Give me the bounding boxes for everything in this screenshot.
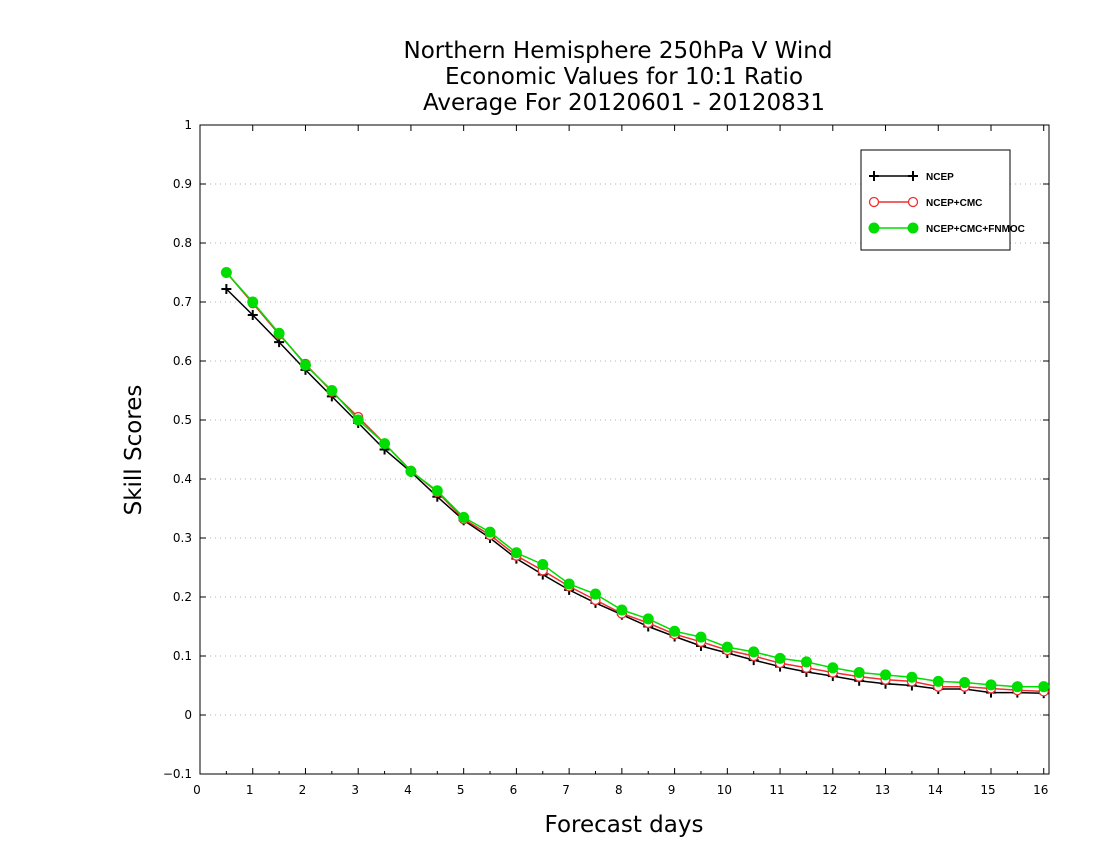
legend-box: [860, 149, 1011, 251]
data-point: [985, 679, 997, 691]
series-line: [225, 272, 1044, 693]
data-point: [800, 656, 812, 668]
data-point: [748, 646, 760, 658]
data-point: [379, 438, 391, 450]
series-line: [225, 288, 1044, 694]
x-tick-label: 14: [928, 783, 943, 797]
y-axis-label: Skill Scores: [121, 385, 147, 516]
legend-marker: [908, 171, 918, 181]
legend-marker: [907, 222, 919, 234]
data-point: [616, 604, 628, 616]
data-point: [959, 677, 971, 689]
y-tick-label: 0.9: [173, 177, 192, 191]
y-tick-label: −0.1: [163, 767, 192, 781]
legend: NCEP NCEP+CMC NCEP+CMC+FNMOC: [860, 149, 1025, 251]
y-tick-label: 0: [184, 708, 192, 722]
data-point: [273, 327, 285, 339]
series-line: [225, 272, 1044, 688]
data-point: [695, 631, 707, 643]
data-point: [299, 359, 311, 371]
data-point: [537, 559, 549, 571]
data-point: [220, 267, 232, 278]
y-tick-label: 0.7: [173, 295, 192, 309]
series-ncep-cmc-fnmoc: [220, 267, 1050, 693]
y-tick-label: 0.4: [173, 472, 192, 486]
x-tick-label: 11: [769, 783, 784, 797]
y-tick-label: 0.1: [173, 649, 192, 663]
series-ncep: [221, 284, 1049, 699]
x-tick-label: 12: [822, 783, 837, 797]
y-tick-label: 1: [184, 118, 192, 132]
x-tick-label: 2: [299, 783, 307, 797]
legend-item: NCEP+CMC+FNMOC: [868, 222, 1025, 235]
data-point: [484, 526, 496, 538]
y-tick-label: 0.6: [173, 354, 192, 368]
x-tick-label: 3: [351, 783, 359, 797]
data-point: [563, 578, 575, 590]
data-point: [458, 511, 470, 523]
data-point: [510, 547, 522, 559]
data-point: [431, 485, 443, 497]
data-point: [589, 588, 601, 600]
title-line-2: Economic Values for 10:1 Ratio: [445, 64, 803, 90]
x-axis-label: Forecast days: [545, 812, 704, 838]
data-point: [880, 669, 892, 681]
x-tick-label: 15: [980, 783, 995, 797]
data-point: [642, 613, 654, 625]
x-tick-label: 10: [717, 783, 732, 797]
legend-item: NCEP+CMC: [868, 196, 982, 209]
data-point: [906, 671, 918, 683]
legend-item: NCEP: [869, 171, 954, 183]
grid-lines: [200, 183, 1049, 716]
y-tick-label: 0.2: [173, 590, 192, 604]
legend-marker: [907, 196, 919, 208]
legend-items: NCEP NCEP+CMC NCEP+CMC+FNMOC: [868, 171, 1025, 235]
y-tick-label: 0.3: [173, 531, 192, 545]
x-tick-label: 5: [457, 783, 465, 797]
plot-frame: [199, 124, 1050, 775]
legend-marker: [868, 196, 880, 208]
y-tick-label: 0.5: [173, 413, 192, 427]
x-tick-label: 1: [246, 783, 254, 797]
x-tick-label: 16: [1033, 783, 1048, 797]
title-line-1: Northern Hemisphere 250hPa V Wind: [404, 38, 833, 64]
data-point: [669, 625, 681, 637]
x-tick-label: 6: [510, 783, 518, 797]
data-point: [1011, 681, 1023, 693]
chart-title: Northern Hemisphere 250hPa V Wind Econom…: [404, 38, 833, 116]
title-line-3: Average For 20120601 - 20120831: [423, 90, 825, 116]
x-tick-label: 7: [562, 783, 570, 797]
data-point: [721, 641, 733, 653]
legend-label: NCEP: [926, 172, 954, 183]
x-axis: 0 1 2 3 4 5 6 7 8 9 10 11 12 13 14 15 16: [193, 125, 1048, 797]
data-point: [774, 652, 786, 664]
data-point: [247, 309, 258, 320]
legend-label: NCEP+CMC: [926, 198, 982, 209]
y-axis: −0.1 0 0.1 0.2 0.3 0.4 0.5 0.6 0.7 0.8 0.9 1: [163, 118, 1049, 781]
y-tick-label: 0.8: [173, 236, 192, 250]
data-point: [932, 675, 944, 687]
data-point: [247, 296, 259, 308]
data-point: [326, 385, 338, 396]
legend-marker: [869, 171, 879, 181]
series-ncep-cmc: [221, 267, 1049, 697]
data-point: [853, 667, 865, 679]
legend-marker: [868, 222, 880, 234]
data-point: [352, 414, 364, 426]
data-point: [827, 662, 839, 674]
data-point: [1038, 681, 1050, 693]
x-tick-label: 13: [875, 783, 890, 797]
legend-label: NCEP+CMC+FNMOC: [926, 224, 1025, 235]
data-point: [221, 284, 232, 295]
x-tick-label: 4: [404, 783, 412, 797]
x-tick-label: 0: [193, 783, 201, 797]
x-tick-label: 9: [668, 783, 676, 797]
data-point: [405, 465, 417, 477]
x-tick-label: 8: [615, 783, 623, 797]
data-series: [220, 267, 1050, 699]
